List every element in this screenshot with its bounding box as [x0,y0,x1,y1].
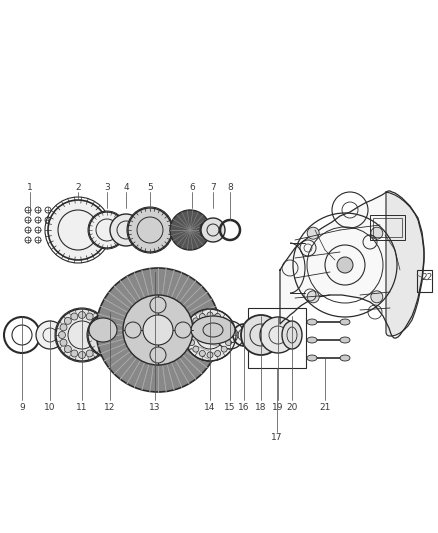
Ellipse shape [307,227,319,239]
Text: 1: 1 [27,183,33,192]
Ellipse shape [193,346,199,352]
Ellipse shape [184,309,236,361]
Ellipse shape [128,208,172,252]
Ellipse shape [226,340,231,346]
Ellipse shape [56,309,108,361]
Ellipse shape [170,210,210,250]
Ellipse shape [88,313,132,357]
Ellipse shape [110,214,142,246]
Ellipse shape [59,332,66,338]
Text: 13: 13 [149,402,161,411]
Text: 8: 8 [227,183,233,192]
Ellipse shape [188,325,194,330]
Ellipse shape [97,324,104,331]
Ellipse shape [36,321,64,349]
Text: 5: 5 [147,183,153,192]
Ellipse shape [99,332,106,338]
Text: 6: 6 [189,183,195,192]
Ellipse shape [200,220,220,240]
Ellipse shape [221,318,227,324]
Ellipse shape [216,321,244,349]
Text: 14: 14 [204,402,215,411]
Polygon shape [386,192,424,336]
Ellipse shape [340,337,350,343]
Ellipse shape [150,297,166,313]
Bar [370,215,405,240]
Ellipse shape [86,350,93,357]
Ellipse shape [60,324,67,331]
Ellipse shape [337,257,353,273]
Text: 10: 10 [44,402,56,411]
Ellipse shape [97,339,104,346]
Ellipse shape [193,318,199,324]
Ellipse shape [241,315,281,355]
Ellipse shape [71,350,78,357]
Text: 18: 18 [255,402,267,411]
Bar [417,270,432,292]
Ellipse shape [93,317,99,325]
Ellipse shape [340,319,350,325]
Ellipse shape [143,315,173,345]
Ellipse shape [282,321,302,349]
Text: 3: 3 [104,183,110,192]
Text: 20: 20 [286,402,298,411]
Ellipse shape [260,317,296,353]
Text: 9: 9 [19,402,25,411]
Ellipse shape [307,355,317,361]
Text: 4: 4 [123,183,129,192]
Text: 7: 7 [210,183,216,192]
Text: 11: 11 [76,402,88,411]
Polygon shape [280,191,424,338]
Ellipse shape [191,316,235,344]
Ellipse shape [221,346,227,352]
Ellipse shape [78,351,85,359]
Ellipse shape [71,313,78,320]
Text: 16: 16 [238,402,250,411]
Ellipse shape [371,227,383,239]
Bar [248,308,306,368]
Ellipse shape [96,268,220,392]
Text: 22: 22 [421,272,433,281]
Text: 17: 17 [271,433,283,442]
Ellipse shape [340,355,350,361]
Ellipse shape [199,351,205,357]
Ellipse shape [86,313,93,320]
Ellipse shape [175,322,191,338]
Ellipse shape [125,322,141,338]
Text: 15: 15 [224,402,236,411]
Ellipse shape [371,291,383,303]
Text: 2: 2 [75,183,81,192]
Ellipse shape [307,291,319,303]
Text: 21: 21 [319,402,331,411]
Ellipse shape [48,200,108,260]
Ellipse shape [78,311,85,319]
Ellipse shape [215,351,221,357]
Ellipse shape [187,332,193,338]
Ellipse shape [199,313,205,319]
Ellipse shape [207,352,213,358]
Ellipse shape [307,319,317,325]
Ellipse shape [307,337,317,343]
Text: 19: 19 [272,402,284,411]
Ellipse shape [226,325,231,330]
Ellipse shape [60,339,67,346]
Ellipse shape [227,332,233,338]
Ellipse shape [215,313,221,319]
Ellipse shape [201,218,225,242]
Ellipse shape [207,312,213,318]
Ellipse shape [64,317,71,325]
Ellipse shape [123,295,193,365]
Bar [373,218,402,237]
Ellipse shape [89,212,125,248]
Ellipse shape [93,345,99,353]
Ellipse shape [64,345,71,353]
Text: 12: 12 [104,402,116,411]
Ellipse shape [150,347,166,363]
Ellipse shape [188,340,194,346]
Ellipse shape [89,318,117,342]
